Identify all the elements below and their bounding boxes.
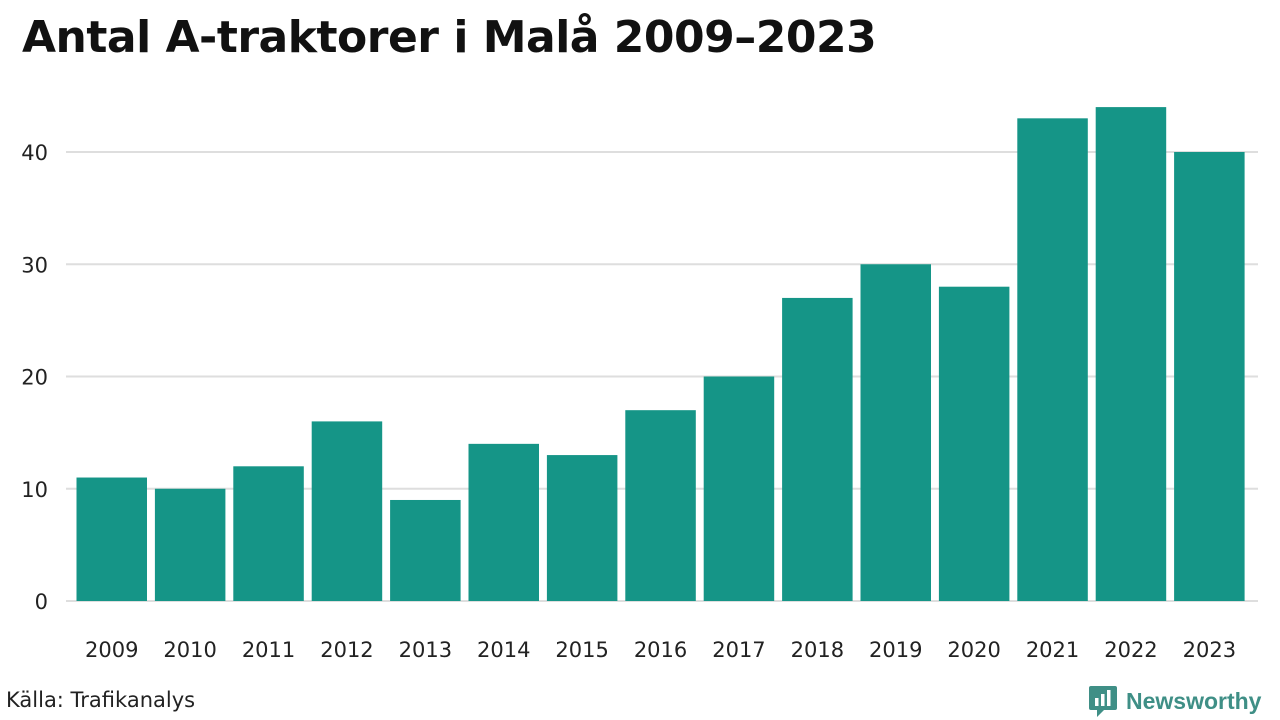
bar-2018 <box>782 297 853 601</box>
bar-2010 <box>154 488 226 601</box>
x-tick-label: 2020 <box>947 638 1000 662</box>
chart-title: Antal A-traktorer i Malå 2009–2023 <box>22 12 877 63</box>
y-tick-label: 0 <box>35 590 48 614</box>
x-tick-label: 2018 <box>791 638 844 662</box>
x-tick-label: 2014 <box>477 638 530 662</box>
source-note: Källa: Trafikanalys <box>6 688 196 712</box>
bar-2019 <box>860 264 931 601</box>
bar-2014 <box>468 443 539 601</box>
bar-2015 <box>546 455 618 601</box>
x-tick-label: 2016 <box>634 638 687 662</box>
y-tick-label: 20 <box>21 366 48 390</box>
x-tick-label: 2009 <box>85 638 138 662</box>
x-axis-ticks: 2009 2010 2011 2012 2013 2014 2015 2016 2017 2018… <box>85 638 1236 662</box>
y-tick-label: 30 <box>21 253 48 277</box>
bar-2020 <box>938 286 1010 601</box>
chart-speech-bubble-icon <box>1089 686 1117 717</box>
x-tick-label: 2021 <box>1026 638 1079 662</box>
bar-2016 <box>625 410 696 601</box>
x-tick-label: 2022 <box>1104 638 1157 662</box>
bar-2021 <box>1017 118 1088 601</box>
y-tick-label: 40 <box>21 141 48 165</box>
bar-2022 <box>1095 107 1167 601</box>
bar-2011 <box>233 466 304 601</box>
bar-2023 <box>1174 152 1245 601</box>
bars <box>76 107 1245 601</box>
x-tick-label: 2019 <box>869 638 922 662</box>
x-tick-label: 2023 <box>1183 638 1236 662</box>
bar-2013 <box>390 499 461 601</box>
x-tick-label: 2013 <box>399 638 452 662</box>
y-tick-label: 10 <box>21 478 48 502</box>
x-tick-label: 2010 <box>163 638 216 662</box>
brand-name: Newsworthy <box>1126 687 1262 714</box>
y-axis-ticks: 0 10 20 30 40 <box>21 141 48 614</box>
x-tick-label: 2017 <box>712 638 765 662</box>
bar-2017 <box>703 376 775 601</box>
x-tick-label: 2011 <box>242 638 295 662</box>
x-tick-label: 2012 <box>320 638 373 662</box>
x-tick-label: 2015 <box>555 638 608 662</box>
bar-2009 <box>76 477 147 601</box>
newsworthy-logo: Newsworthy <box>1088 684 1261 718</box>
bar-2012 <box>311 421 383 601</box>
